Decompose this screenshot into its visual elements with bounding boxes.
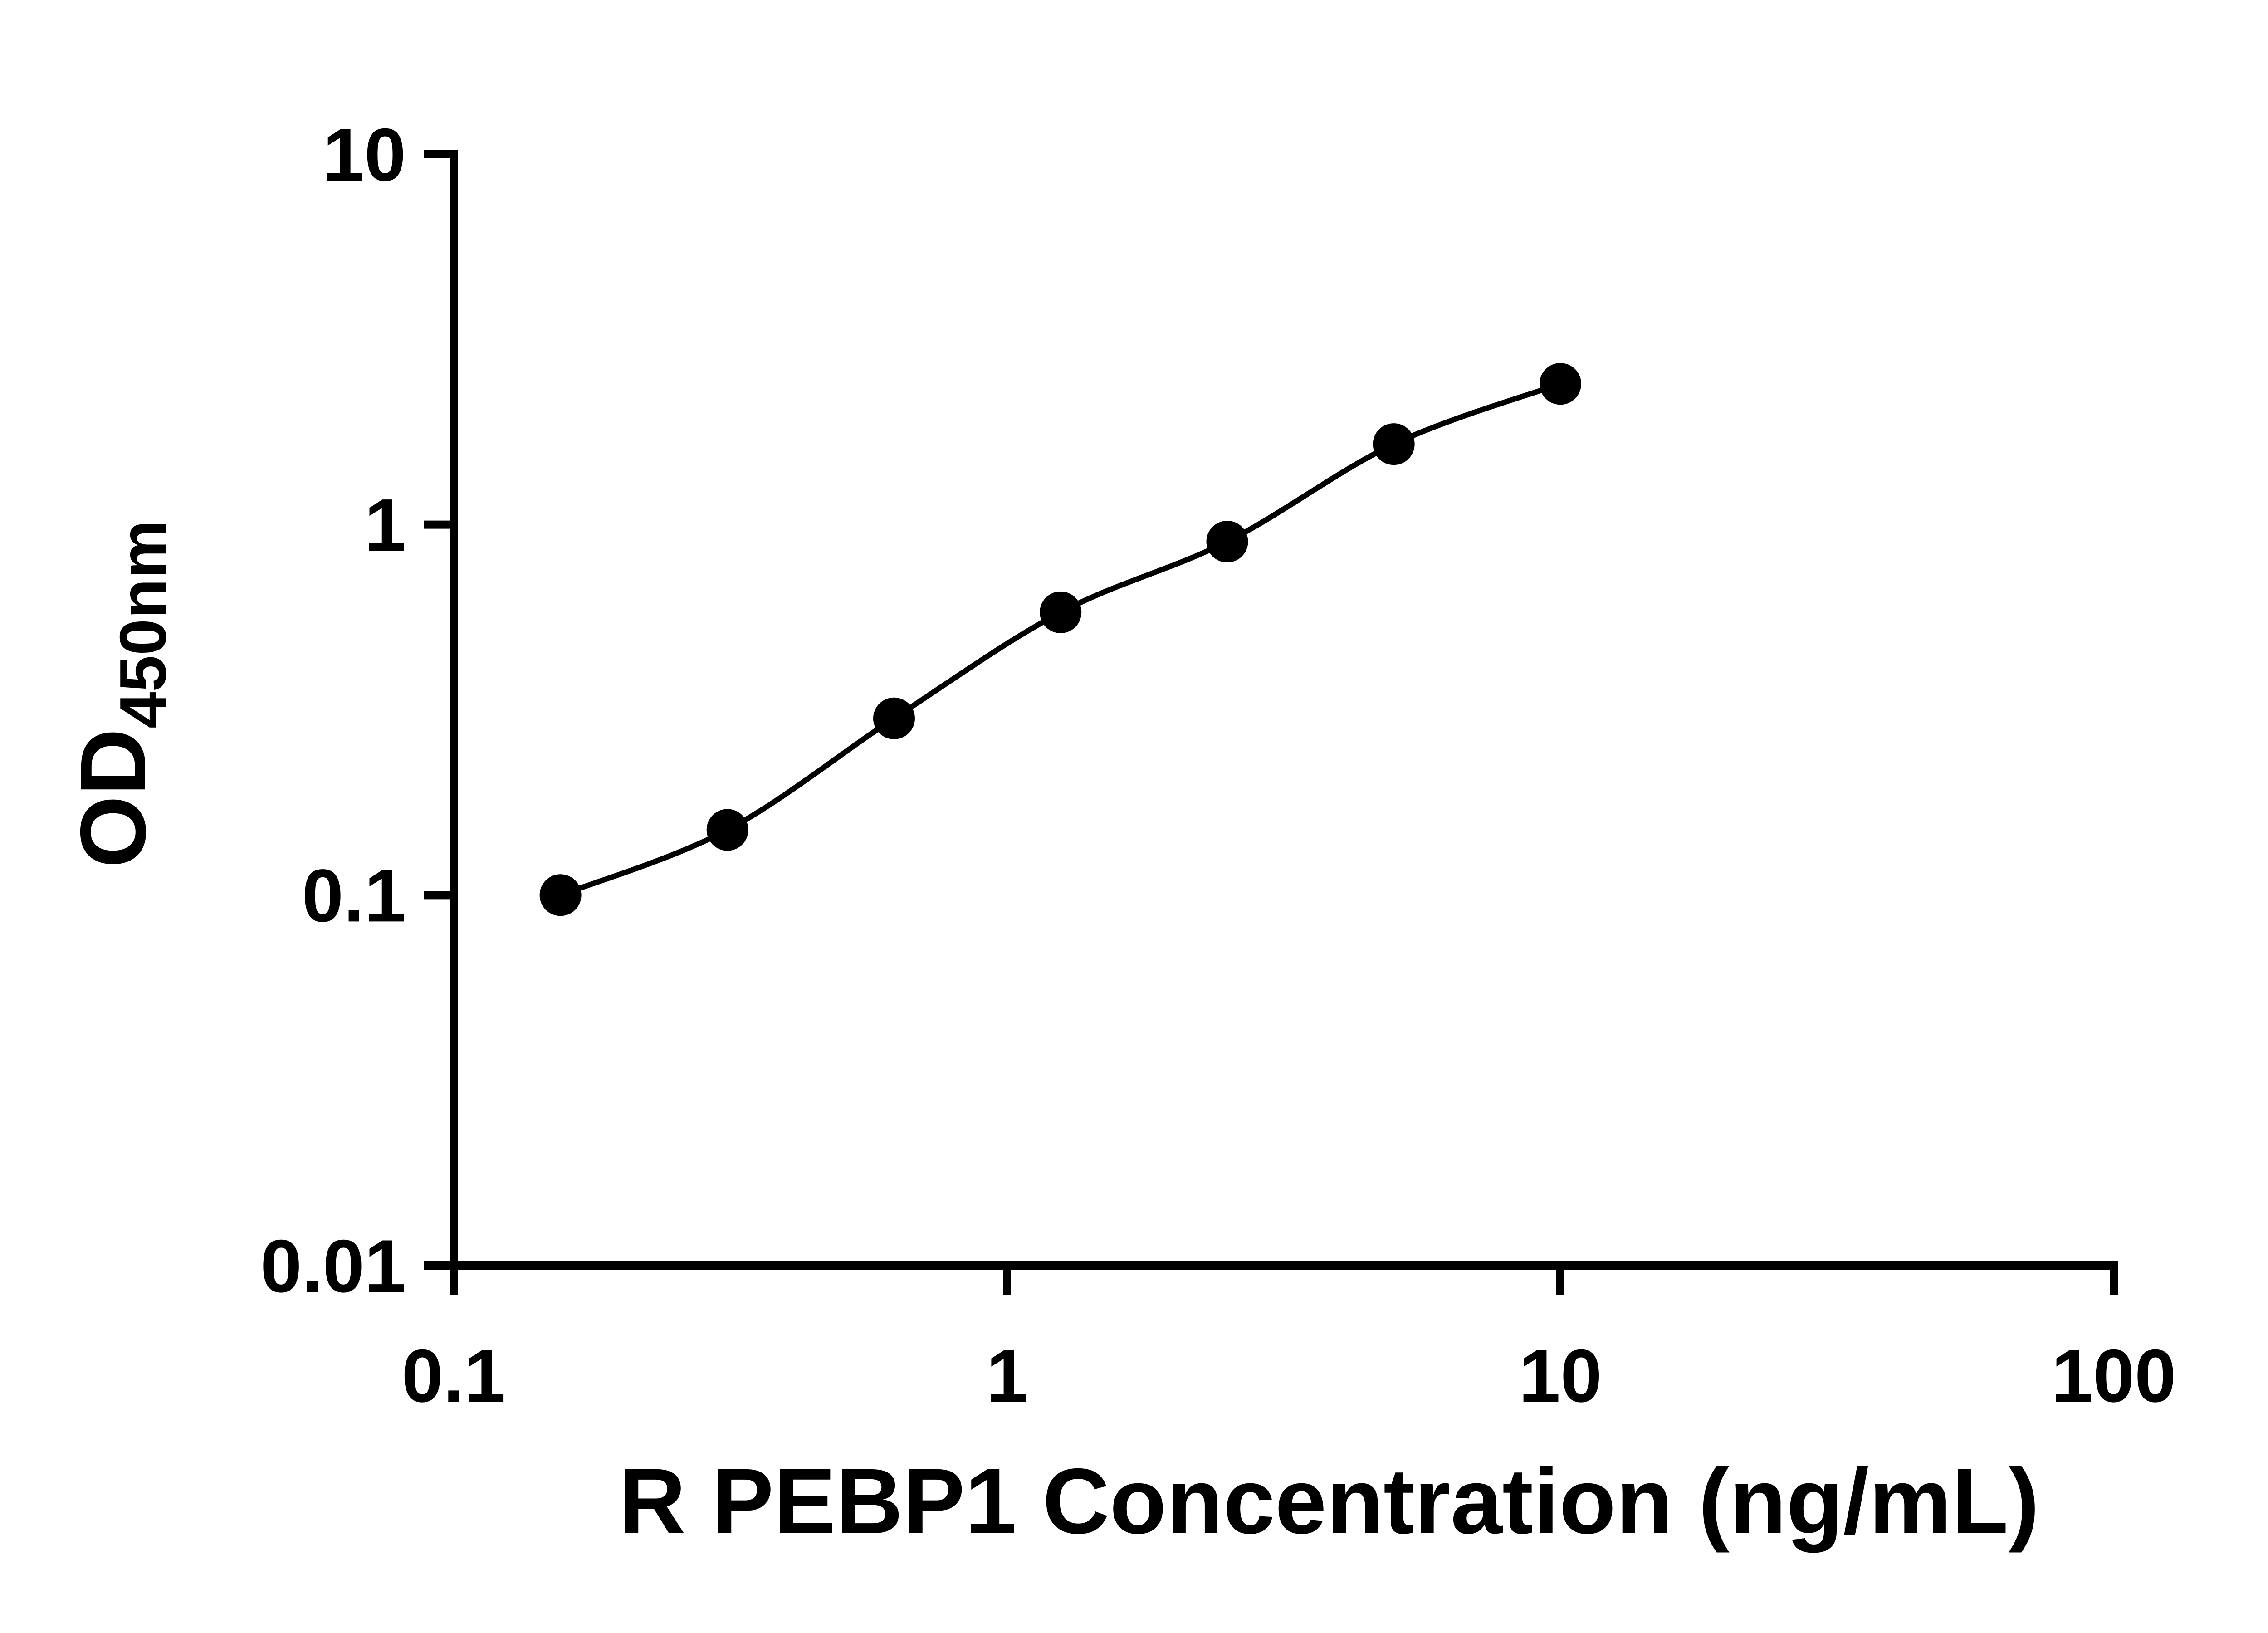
data-point: [1540, 363, 1581, 405]
x-tick-label: 1: [986, 1334, 1028, 1418]
x-axis-title: R PEBP1 Concentration (ng/mL): [619, 1449, 2039, 1553]
y-tick-label: 10: [323, 113, 406, 196]
y-tick-label: 1: [364, 484, 406, 567]
y-tick-label: 0.1: [302, 854, 406, 937]
y-axis-title: OD450nm: [61, 520, 180, 868]
data-point: [873, 697, 915, 739]
data-point: [706, 809, 748, 851]
data-series: [539, 363, 1581, 916]
y-axis-title-main: OD: [61, 728, 165, 868]
data-point: [1206, 521, 1248, 562]
x-tick-label: 10: [1519, 1334, 1602, 1418]
y-tick-label: 0.01: [260, 1224, 406, 1308]
data-point: [539, 874, 582, 916]
axes: [450, 150, 2118, 1270]
y-axis-title-sub: 450nm: [106, 520, 180, 728]
data-point: [1040, 591, 1082, 633]
tick-labels: 0.1 1 10 100 0.01 0.1 1 10: [260, 113, 2176, 1418]
x-tick-label: 0.1: [401, 1334, 505, 1418]
x-tick-label: 100: [2051, 1334, 2176, 1418]
axis-ticks: [424, 150, 2118, 1295]
data-point: [1373, 423, 1415, 465]
axis-line: [450, 150, 2118, 1270]
